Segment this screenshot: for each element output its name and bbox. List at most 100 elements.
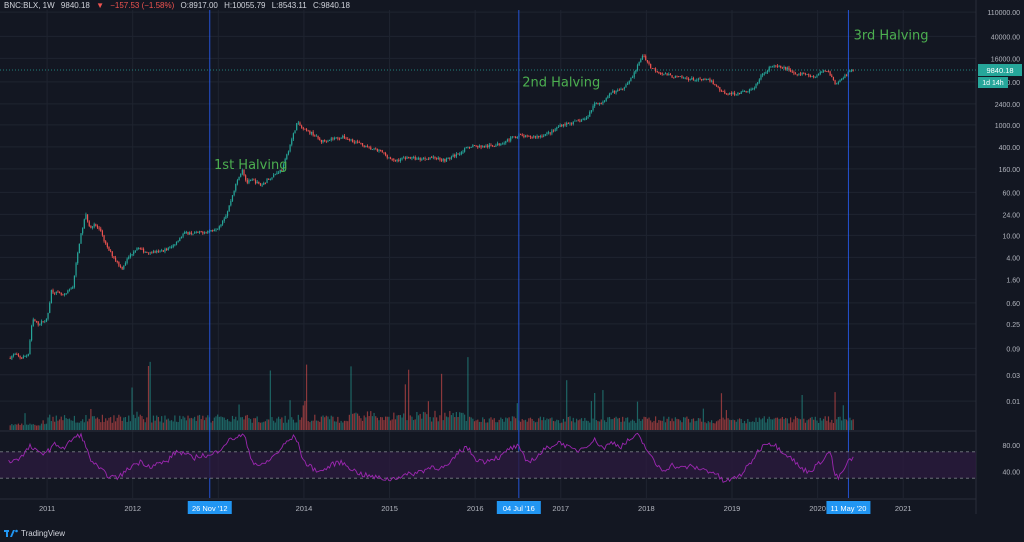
candle-body[interactable] bbox=[335, 137, 337, 139]
candle-body[interactable] bbox=[352, 139, 354, 142]
candle-body[interactable] bbox=[770, 66, 772, 68]
candle-body[interactable] bbox=[238, 176, 240, 181]
candle-body[interactable] bbox=[40, 321, 43, 325]
candle-body[interactable] bbox=[436, 158, 438, 160]
candle-body[interactable] bbox=[116, 260, 118, 262]
candle-body[interactable] bbox=[345, 138, 347, 140]
candle-body[interactable] bbox=[724, 91, 726, 94]
candle-body[interactable] bbox=[363, 145, 365, 148]
candle-body[interactable] bbox=[543, 135, 545, 137]
candle-body[interactable] bbox=[691, 77, 693, 80]
candle-body[interactable] bbox=[459, 154, 461, 155]
candle-body[interactable] bbox=[329, 139, 331, 141]
candle-body[interactable] bbox=[595, 103, 597, 104]
candle-body[interactable] bbox=[269, 178, 271, 180]
candle-body[interactable] bbox=[154, 251, 156, 253]
candle-body[interactable] bbox=[503, 143, 505, 144]
candle-body[interactable] bbox=[294, 130, 296, 134]
candle-body[interactable] bbox=[263, 182, 265, 185]
candle-body[interactable] bbox=[319, 138, 321, 140]
candle-body[interactable] bbox=[682, 77, 685, 79]
candle-body[interactable] bbox=[850, 70, 853, 72]
candle-body[interactable] bbox=[661, 73, 663, 75]
candle-body[interactable] bbox=[780, 65, 782, 68]
candle-body[interactable] bbox=[571, 123, 573, 125]
candle-body[interactable] bbox=[447, 157, 449, 159]
candle-body[interactable] bbox=[279, 169, 281, 173]
candle-body[interactable] bbox=[205, 232, 207, 234]
candle-body[interactable] bbox=[357, 141, 359, 143]
candle-body[interactable] bbox=[587, 116, 589, 118]
candle-body[interactable] bbox=[24, 356, 26, 357]
candle-body[interactable] bbox=[740, 91, 742, 94]
candle-body[interactable] bbox=[276, 172, 278, 175]
candle-body[interactable] bbox=[804, 73, 807, 75]
candle-body[interactable] bbox=[426, 158, 428, 160]
candle-body[interactable] bbox=[580, 120, 583, 122]
candle-body[interactable] bbox=[584, 119, 586, 121]
candle-body[interactable] bbox=[445, 158, 448, 162]
candle-body[interactable] bbox=[673, 77, 675, 79]
candle-body[interactable] bbox=[814, 76, 816, 78]
candle-body[interactable] bbox=[852, 70, 854, 72]
candle-body[interactable] bbox=[226, 211, 229, 216]
candle-body[interactable] bbox=[421, 159, 423, 161]
candle-body[interactable] bbox=[501, 143, 504, 145]
candle-body[interactable] bbox=[333, 138, 336, 140]
candle-body[interactable] bbox=[9, 358, 11, 359]
candle-body[interactable] bbox=[297, 122, 299, 124]
candle-body[interactable] bbox=[641, 55, 644, 60]
candle-body[interactable] bbox=[778, 65, 780, 67]
candle-body[interactable] bbox=[836, 83, 838, 85]
candle-body[interactable] bbox=[59, 292, 61, 293]
candle-body[interactable] bbox=[492, 145, 494, 147]
candle-body[interactable] bbox=[699, 78, 701, 80]
candle-body[interactable] bbox=[217, 228, 219, 230]
candle-body[interactable] bbox=[720, 90, 723, 92]
candle-body[interactable] bbox=[618, 89, 620, 91]
candle-body[interactable] bbox=[161, 250, 163, 252]
candle-body[interactable] bbox=[493, 146, 495, 148]
candle-body[interactable] bbox=[347, 138, 349, 140]
candle-body[interactable] bbox=[648, 61, 650, 65]
candle-body[interactable] bbox=[450, 156, 453, 159]
candle-body[interactable] bbox=[834, 80, 836, 85]
candle-body[interactable] bbox=[811, 76, 813, 77]
candle-body[interactable] bbox=[742, 91, 744, 93]
candle-body[interactable] bbox=[101, 231, 104, 236]
candle-body[interactable] bbox=[401, 157, 403, 160]
candle-body[interactable] bbox=[378, 150, 380, 152]
candle-body[interactable] bbox=[613, 90, 616, 93]
candle-body[interactable] bbox=[389, 157, 392, 159]
candle-body[interactable] bbox=[182, 233, 184, 237]
candle-body[interactable] bbox=[538, 136, 540, 137]
candle-body[interactable] bbox=[842, 78, 844, 79]
candle-body[interactable] bbox=[627, 83, 629, 85]
candle-body[interactable] bbox=[745, 91, 747, 92]
candle-body[interactable] bbox=[734, 92, 736, 95]
candle-body[interactable] bbox=[521, 134, 523, 136]
candle-body[interactable] bbox=[496, 143, 499, 146]
candle-body[interactable] bbox=[488, 144, 490, 148]
candle-body[interactable] bbox=[202, 232, 204, 234]
candle-body[interactable] bbox=[651, 68, 653, 69]
candle-body[interactable] bbox=[68, 289, 71, 291]
candle-body[interactable] bbox=[57, 291, 59, 293]
candle-body[interactable] bbox=[829, 71, 831, 76]
candle-body[interactable] bbox=[12, 354, 15, 356]
candle-body[interactable] bbox=[462, 151, 464, 153]
candle-body[interactable] bbox=[506, 139, 509, 142]
candle-body[interactable] bbox=[85, 214, 87, 220]
candle-body[interactable] bbox=[266, 179, 268, 183]
candle-body[interactable] bbox=[133, 252, 135, 255]
candle-body[interactable] bbox=[653, 68, 655, 70]
candle-body[interactable] bbox=[768, 67, 770, 71]
candle-body[interactable] bbox=[590, 110, 592, 112]
candle-body[interactable] bbox=[383, 152, 385, 154]
candle-body[interactable] bbox=[449, 157, 451, 159]
candle-body[interactable] bbox=[771, 66, 774, 68]
candle-body[interactable] bbox=[738, 93, 741, 94]
candle-body[interactable] bbox=[819, 71, 821, 75]
candle-body[interactable] bbox=[259, 183, 262, 186]
candle-body[interactable] bbox=[225, 215, 227, 219]
